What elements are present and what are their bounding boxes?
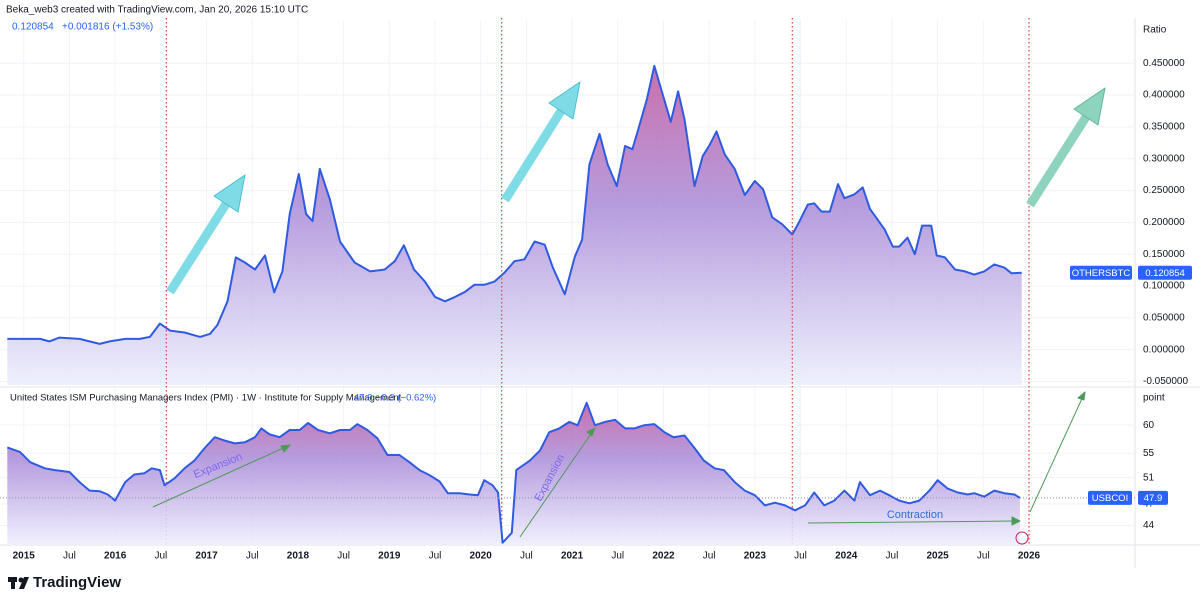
y-tick-label: 0.050000 — [1143, 312, 1185, 323]
x-tick-label: 2017 — [195, 551, 218, 562]
price-label-name: USBCOI — [1092, 493, 1128, 504]
logo — [8, 577, 29, 589]
y-tick-label: 60 — [1143, 420, 1155, 431]
price-label-box — [1088, 490, 1132, 505]
y-tick-label: 0.100000 — [1143, 281, 1185, 292]
last-value: 0.120854 — [12, 22, 54, 33]
area-fill — [7, 65, 1022, 386]
x-tick-label: 2021 — [561, 551, 584, 562]
y-tick-label: 55 — [1143, 448, 1155, 459]
x-tick-label: 2022 — [652, 551, 675, 562]
x-tick-label: Jul — [977, 551, 990, 562]
change: −0.3 (−0.62%) — [376, 393, 436, 404]
price-label-value: 47.9 — [1144, 493, 1163, 504]
plot-layer: 0.450000 0.400000 0.350000 0.300000 0.250000… — [0, 18, 1192, 562]
change: +0.001816 (+1.53%) — [62, 22, 153, 33]
y-tick-label: 0.400000 — [1143, 90, 1185, 101]
price-label-value: 0.120854 — [1145, 268, 1185, 279]
x-tick-label: 2024 — [835, 551, 858, 562]
y-tick-label: 0.300000 — [1143, 153, 1185, 164]
x-tick-label: 2018 — [287, 551, 310, 562]
x-tick-label: Jul — [703, 551, 716, 562]
annotation: Contraction — [887, 509, 943, 521]
x-tick-label: Jul — [886, 551, 899, 562]
legend: United States ISM Purchasing Managers In… — [10, 393, 402, 404]
y-tick-label: 0.200000 — [1143, 217, 1185, 228]
y-tick-label: 0.250000 — [1143, 185, 1185, 196]
x-tick-label: Jul — [520, 551, 533, 562]
x-tick-label: Jul — [154, 551, 167, 562]
x-tick-label: Jul — [246, 551, 259, 562]
x-tick-label: 2015 — [13, 551, 36, 562]
y-tick-label: 0.000000 — [1143, 344, 1185, 355]
y-tick-label: -0.050000 — [1143, 376, 1188, 387]
scale-label: Ratio — [1143, 25, 1167, 36]
y-tick-label: 44 — [1143, 520, 1155, 531]
x-tick-label: 2016 — [104, 551, 127, 562]
x-tick-label: 2025 — [926, 551, 949, 562]
x-tick-label: Jul — [429, 551, 442, 562]
y-tick-label: 0.150000 — [1143, 249, 1185, 260]
x-tick-label: 2020 — [470, 551, 493, 562]
logo-text: TradingView — [33, 574, 121, 591]
arrows — [152, 81, 1106, 538]
area-fill — [7, 402, 1020, 545]
scale-label: point — [1143, 393, 1165, 404]
x-tick-label: 2023 — [744, 551, 767, 562]
price-label-name: OTHERSBTC — [1072, 268, 1131, 279]
header: Beka_web3 created with TradingView.com, … — [6, 5, 308, 16]
x-tick-label: Jul — [337, 551, 350, 562]
line — [7, 64, 1022, 345]
x-tick-label: Jul — [611, 551, 624, 562]
event-icon — [1015, 531, 1029, 545]
y-tick-label: 51 — [1143, 472, 1155, 483]
x-tick-label: Jul — [794, 551, 807, 562]
price-label-box — [1070, 265, 1132, 280]
price-label-box — [1138, 265, 1192, 280]
line — [6, 401, 1021, 544]
y-tick-label: 0.450000 — [1143, 58, 1185, 69]
y-tick-label: 0.350000 — [1143, 122, 1185, 133]
price-label-box — [1138, 490, 1168, 505]
x-tick-label: 2019 — [378, 551, 401, 562]
x-tick-label: Jul — [63, 551, 76, 562]
last-value: 47.9 — [354, 393, 373, 404]
x-tick-label: 2026 — [1018, 551, 1041, 562]
